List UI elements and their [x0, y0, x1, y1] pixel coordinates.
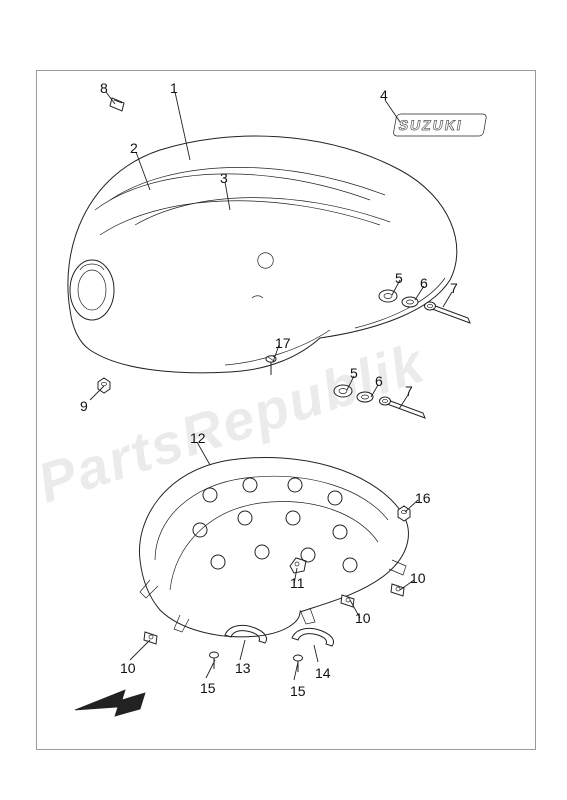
callout-4: 4: [380, 87, 388, 103]
bracket-11: [290, 558, 306, 573]
callout-10: 10: [355, 610, 371, 626]
callout-9: 9: [80, 398, 88, 414]
screw-15a: [210, 652, 219, 669]
clamp-13: [225, 625, 267, 643]
callout-5: 5: [350, 365, 358, 381]
callout-17: 17: [275, 335, 291, 351]
callout-12: 12: [190, 430, 206, 446]
callout-5: 5: [395, 270, 403, 286]
callout-3: 3: [220, 170, 228, 186]
leader-line: [136, 152, 150, 190]
callout-8: 8: [100, 80, 108, 96]
upper-cover-part: [68, 98, 457, 373]
callout-7: 7: [450, 280, 458, 296]
svg-text:SUZUKI: SUZUKI: [397, 117, 464, 133]
suzuki-emblem: SUZUKI: [393, 114, 487, 136]
callout-13: 13: [235, 660, 251, 676]
callout-6: 6: [420, 275, 428, 291]
orientation-arrow: [75, 690, 145, 716]
leader-line: [90, 386, 104, 400]
callout-11: 11: [290, 575, 305, 591]
leader-line: [240, 640, 245, 660]
clamp-14: [292, 628, 334, 646]
callout-6: 6: [375, 373, 383, 389]
leader-line: [175, 92, 190, 160]
callout-10: 10: [410, 570, 426, 586]
callout-15: 15: [290, 683, 306, 699]
leader-line: [294, 662, 298, 680]
callout-2: 2: [130, 140, 138, 156]
callout-15: 15: [200, 680, 216, 696]
callout-14: 14: [315, 665, 331, 681]
clip-10-c: [144, 632, 157, 644]
diagram-canvas: PartsRepublik: [0, 0, 567, 800]
leader-line: [225, 182, 230, 210]
nut-16: [398, 506, 410, 521]
leader-line: [385, 100, 400, 122]
callout-10: 10: [120, 660, 136, 676]
callout-1: 1: [170, 80, 178, 96]
clip-10-a: [391, 584, 404, 596]
callout-16: 16: [415, 490, 431, 506]
leader-line: [314, 645, 318, 662]
leader-line: [130, 640, 150, 660]
clip-10-b: [341, 595, 354, 607]
callout-7: 7: [405, 383, 413, 399]
